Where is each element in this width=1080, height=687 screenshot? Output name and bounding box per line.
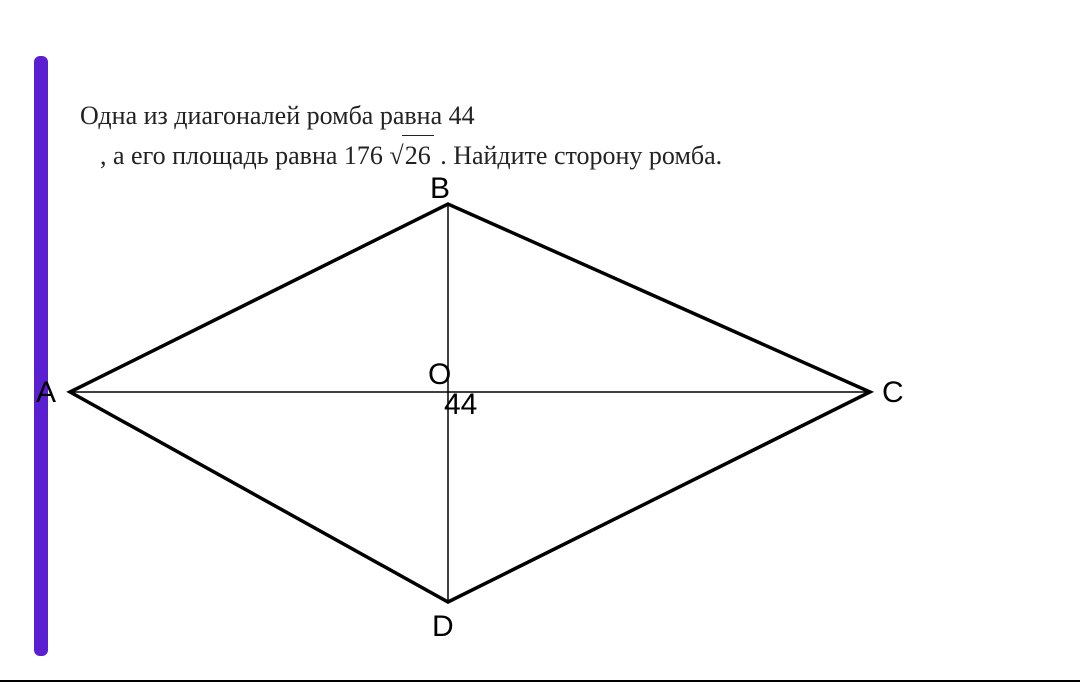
label-A: A [36,376,56,410]
label-O: O [428,358,451,392]
label-diag-value: 44 [444,388,477,422]
problem-line-1: Одна из диагоналей ромба равна 44 [80,96,722,135]
page-root: Одна из диагоналей ромба равна 44 , а ег… [0,0,1080,687]
line2-post: . Найдите сторону ромба. [434,141,722,170]
problem-line-2: , а его площадь равна 176 √26 . Найдите … [80,135,722,175]
problem-text: Одна из диагоналей ромба равна 44 , а ег… [80,96,722,175]
label-B: B [430,172,450,206]
label-C: C [882,376,904,410]
label-D: D [432,610,454,644]
bottom-rule [0,680,1080,682]
rhombus-diagram: A B C D O 44 [40,180,920,650]
rhombus-svg [40,180,920,650]
radicand: 26 [402,135,434,175]
line2-pre: , а его площадь равна 176 [100,141,389,170]
